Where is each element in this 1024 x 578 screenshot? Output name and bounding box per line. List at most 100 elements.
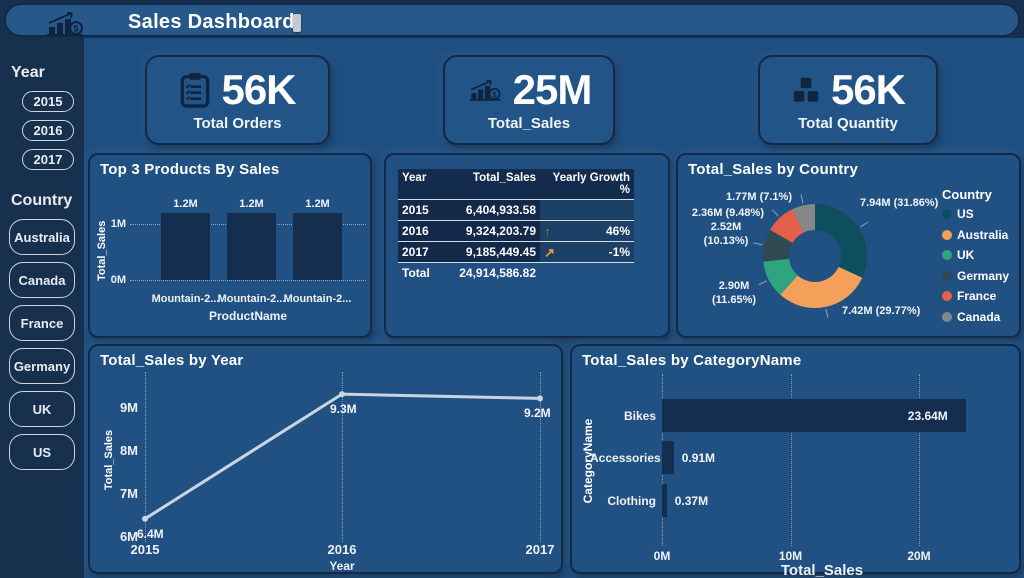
sales-cell: 9,324,203.79: [440, 221, 540, 241]
growth-cell: [540, 200, 634, 220]
x-category-label: Mountain-2...: [151, 293, 220, 305]
bar-bikes[interactable]: [662, 399, 966, 432]
kpi-label: Total Quantity: [798, 114, 898, 132]
legend-dot: [942, 291, 952, 301]
growth-cell: ↑ 46%: [540, 221, 634, 241]
page-title: Sales Dashboard: [128, 11, 295, 33]
kpi-value: 56K: [830, 65, 906, 113]
donut-label-germany: 2.52M (10.13%): [703, 221, 749, 247]
data-point-2015[interactable]: [142, 515, 148, 522]
legend-item-canada[interactable]: Canada: [942, 310, 1000, 324]
x-axis-title: ProductName: [208, 309, 288, 323]
country-slicer-australia[interactable]: Australia: [9, 219, 75, 255]
legend-dot: [942, 229, 952, 240]
label-leader-line: [753, 242, 763, 246]
growth-cell: ↗ -1%: [540, 242, 634, 262]
year-slicer-label: Year: [11, 64, 45, 81]
bar-accessories[interactable]: [662, 441, 674, 474]
svg-text:$: $: [492, 89, 497, 98]
country-slicer-canada[interactable]: Canada: [9, 262, 75, 298]
legend-dot: [942, 209, 952, 219]
country-slicer-us[interactable]: US: [9, 434, 75, 470]
year-slicer-2017[interactable]: 2017: [22, 149, 74, 170]
legend-dot: [942, 250, 952, 260]
kpi-card-total-quantity: 56K Total Quantity: [758, 55, 938, 145]
country-slicer-label: Country: [11, 192, 73, 209]
data-point-2017[interactable]: [537, 395, 543, 402]
y-category-label: Clothing: [607, 493, 656, 508]
bar-Mountain-2...[interactable]: [161, 212, 210, 280]
donut-label-france: 2.36M (9.48%): [691, 207, 764, 219]
legend-item-australia[interactable]: Australia: [942, 228, 1008, 242]
sales-cell: 6,404,933.58: [440, 200, 540, 220]
total-growth-empty: [540, 263, 634, 283]
year-cell: 2015: [398, 200, 440, 220]
y-axis-title: Total_Sales: [96, 220, 108, 281]
x-axis-title: Year: [329, 559, 355, 573]
growth-flat-arrow-icon: ↗: [544, 244, 555, 260]
legend-label: US: [957, 207, 974, 221]
header-slider-handle[interactable]: [293, 14, 301, 32]
sales-chart-icon: $: [469, 79, 501, 101]
year-cell: 2017: [398, 242, 440, 262]
x-axis-tick: 2015: [130, 542, 160, 557]
chart-title: Total_Sales by Year: [100, 352, 244, 369]
country-slicer-france[interactable]: France: [9, 305, 75, 341]
legend-label: Canada: [957, 309, 1001, 324]
x-axis-tick: 0M: [653, 549, 671, 563]
legend-title: Country: [942, 187, 992, 202]
sales-by-category-chart: Total_Sales by CategoryName 0M 10M 20M Cate…: [570, 344, 1021, 578]
x-axis-tick: 2017: [525, 542, 555, 557]
legend-item-us[interactable]: US: [942, 207, 974, 221]
legend-dot: [942, 311, 952, 322]
legend-item-france[interactable]: France: [942, 289, 996, 303]
column-header: Yearly Growth %: [540, 169, 634, 199]
donut-slice-canada[interactable]: [792, 204, 815, 233]
point-value-label: 6.4M: [137, 526, 164, 541]
x-axis-title: Total_Sales: [780, 562, 864, 578]
sales-by-year-chart: Total_Sales by Year 9M 8M 7M 6M Total_Sales 6…: [88, 344, 563, 574]
bar-value-label: 0.37M: [674, 493, 709, 508]
data-point-2016[interactable]: [339, 391, 345, 398]
donut-slice-us[interactable]: [815, 204, 867, 278]
line-chart-svg: [142, 391, 543, 522]
column-header: Year: [398, 169, 440, 199]
x-axis-tick: 20M: [907, 549, 931, 563]
year-slicer-2016[interactable]: 2016: [22, 120, 74, 141]
bar-value-label: 0.91M: [681, 450, 716, 465]
label-leader-line: [860, 221, 869, 228]
donut-label-australia: 7.42M (29.77%): [842, 305, 921, 317]
yearly-growth-table: Year Total_Sales Yearly Growth % 2015 6,404,…: [398, 169, 634, 283]
point-value-label: 9.3M: [330, 402, 357, 417]
donut-slice-france[interactable]: [770, 209, 804, 243]
year-slicer-2015[interactable]: 2015: [22, 91, 74, 112]
sales-cell: 9,185,449.45: [440, 242, 540, 262]
table-header-row: Year Total_Sales Yearly Growth %: [398, 169, 634, 200]
legend-label: UK: [957, 248, 975, 262]
y-axis-tick: 8M: [119, 443, 138, 458]
chart-title: Top 3 Products By Sales: [100, 161, 280, 178]
total-sales-value: 24,914,586.82: [459, 266, 536, 280]
column-header: Total_Sales: [440, 169, 540, 199]
donut-slice-uk[interactable]: [763, 258, 798, 295]
bar-clothing[interactable]: [662, 484, 667, 517]
donut-slice-australia[interactable]: [780, 266, 863, 308]
bar-Mountain-2...[interactable]: [293, 212, 342, 280]
country-slicer-germany[interactable]: Germany: [9, 348, 75, 384]
kpi-card-total-sales: $ 25M Total_Sales: [443, 55, 615, 145]
x-axis-tick: 10M: [778, 549, 803, 563]
donut-slice-germany[interactable]: [763, 229, 793, 262]
table-row: 2016 9,324,203.79 ↑ 46%: [398, 221, 634, 242]
donut-chart-svg: [753, 194, 869, 318]
kpi-value: 56K: [221, 65, 296, 113]
country-slicer-uk[interactable]: UK: [9, 391, 75, 427]
chart-title: Total_Sales by Country: [688, 161, 858, 178]
legend-dot: [942, 270, 952, 281]
bar-value-label: 1.2M: [305, 197, 330, 210]
y-axis-tick: 0M: [110, 274, 126, 286]
legend-item-uk[interactable]: UK: [942, 248, 974, 262]
bar-Mountain-2...[interactable]: [227, 212, 276, 280]
boxes-icon: [792, 76, 820, 103]
label-leader-line: [771, 209, 779, 217]
legend-item-germany[interactable]: Germany: [942, 269, 1009, 283]
